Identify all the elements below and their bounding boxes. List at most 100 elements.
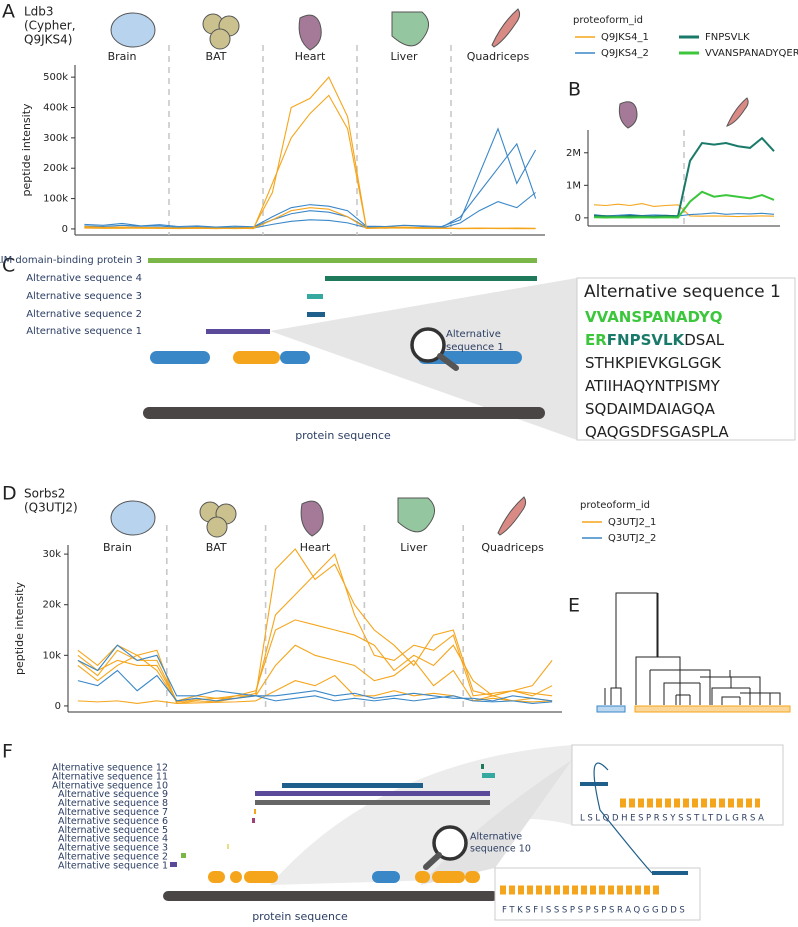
sequence-label: Alternative sequence 11 (52, 771, 168, 782)
series-line (84, 207, 536, 230)
magnifier-handle (437, 353, 459, 371)
sequence-segment: SQDAIMDAIAGQA (585, 400, 716, 418)
sequence-label: Alternative sequence 7 (58, 807, 168, 818)
sequence-row: SQDAIMDAIAGQA (585, 400, 716, 418)
group-label: Liver (400, 541, 427, 554)
magnifier-label: sequence 10 (470, 844, 531, 855)
y-tick-label: 0 (575, 213, 581, 224)
seq-bar (206, 329, 270, 334)
sequence-row: ATIIHAQYNTPISMY (585, 377, 721, 395)
series-line (593, 190, 775, 219)
y-tick-label: 30k (42, 549, 61, 560)
protein-bar (143, 407, 545, 419)
heart-icon (298, 14, 322, 51)
cluster-bar (634, 705, 791, 713)
y-tick-label: 20k (42, 600, 61, 611)
heart-icon-d (300, 500, 324, 537)
y-tick-label: 100k (43, 194, 68, 205)
series-line (84, 76, 536, 229)
group-label: Quadriceps (467, 50, 530, 63)
sequence-label: LIM domain-binding protein 3 (0, 255, 142, 266)
bat-icon-d (199, 501, 237, 538)
y-tick-label: 1M (566, 180, 581, 191)
y-axis-label: peptide intensity (13, 581, 26, 675)
sequence-label: Alternative sequence 3 (58, 843, 168, 854)
muscle-icon-b (726, 97, 749, 127)
cluster-bar (596, 705, 626, 713)
legend-title: proteoform_id (580, 500, 650, 511)
sequence-segment: VVANSPANADYQ (585, 308, 723, 326)
feature (233, 351, 280, 364)
series-line (84, 94, 536, 230)
series-line (84, 127, 537, 228)
chart-title: Q9JKS4) (24, 33, 72, 47)
sequence-label: Alternative sequence 1 (26, 326, 142, 337)
sequence-label: Alternative sequence 12 (52, 763, 168, 774)
magnifier-label: Alternative (470, 832, 522, 843)
legend-label: FNPSVLK (705, 32, 750, 43)
y-tick-label: 400k (43, 103, 68, 114)
feature (280, 351, 310, 364)
legend-title: proteoform_id (573, 15, 643, 26)
sequence-row: STHKPIEVKGLGGK (585, 354, 722, 372)
group-label: Brain (108, 50, 137, 63)
series-line (77, 548, 553, 702)
group-label: BAT (206, 541, 227, 554)
seq-bar (307, 312, 325, 317)
sequence-segment: ATIIHAQYNTPISMY (585, 377, 721, 395)
seq-bar (325, 276, 537, 281)
axis-label: protein sequence (295, 429, 391, 442)
box-title: Alternative sequence 1 (584, 282, 781, 302)
panel-label: F (2, 741, 13, 763)
zoom-box (576, 277, 796, 441)
sequence-label: Alternative sequence 2 (26, 309, 142, 320)
panel-label: B (568, 79, 581, 101)
sequence-label: Alternative sequence 10 (52, 780, 168, 791)
series-line (84, 142, 537, 229)
sequence-row: QAQGSDFSGASPLA (585, 423, 729, 441)
sequence-label: Alternative sequence 1 (58, 860, 168, 871)
sequence-segment: ER (585, 331, 607, 349)
legend-label: Q9JKS4_2 (601, 48, 649, 59)
seq-bar (307, 294, 323, 299)
diagram-c-shapes (143, 258, 796, 441)
legend-label: VVANSPANADYQER (705, 48, 798, 59)
dendrogram-bars (596, 705, 791, 713)
chart-title: (Q3UTJ2) (24, 501, 78, 515)
series-line (77, 619, 553, 703)
sequence-segment: QAQGSDFSGASPLA (585, 423, 729, 441)
magnifier (410, 327, 446, 363)
panel-label: A (2, 1, 15, 23)
sequence-label: Alternative sequence 4 (58, 834, 168, 845)
y-tick-label: 500k (43, 72, 68, 83)
y-tick-label: 10k (42, 650, 61, 661)
legend-label: Q3UTJ2_1 (608, 517, 656, 528)
sequence-row: VVANSPANADYQ (585, 308, 723, 326)
series-line (593, 136, 775, 218)
axis-label: protein sequence (252, 910, 348, 923)
icons (110, 8, 749, 538)
group-label: BAT (206, 50, 227, 63)
y-tick-label: 0 (62, 224, 68, 235)
magnifier-label: sequence 1 (446, 342, 504, 353)
sequence-label: Alternative sequence 6 (58, 816, 168, 827)
sequence-label: Alternative sequence 5 (58, 825, 168, 836)
series-line (593, 212, 775, 217)
panel-label: D (2, 483, 17, 505)
group-label: Heart (300, 541, 331, 554)
diagram-f-shapes (163, 744, 784, 921)
legend-label: Q3UTJ2_2 (608, 533, 656, 544)
sequence-segment: FNPSVLK (607, 331, 686, 349)
liver-icon-d (397, 497, 435, 533)
dendrogram (604, 592, 781, 705)
sequence-segment: STHKPIEVKGLGGK (585, 354, 722, 372)
y-tick-label: 2M (566, 148, 581, 159)
sequence-segment: DSAL (684, 331, 725, 349)
muscle-icon (491, 8, 521, 48)
brain-icon (110, 12, 156, 48)
y-tick-label: 300k (43, 133, 68, 144)
seq-bar (148, 258, 537, 263)
bat-icon (202, 13, 240, 50)
chart-title: Ldb3 (24, 5, 54, 19)
